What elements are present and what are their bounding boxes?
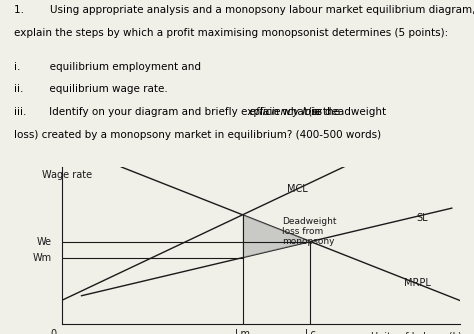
Text: (ie deadweight: (ie deadweight	[305, 107, 386, 117]
Text: ii.        equilibrium wage rate.: ii. equilibrium wage rate.	[14, 84, 168, 94]
Text: Units of Labour (L): Units of Labour (L)	[371, 332, 462, 334]
Text: loss) created by a monopsony market in equilibrium? (400-500 words): loss) created by a monopsony market in e…	[14, 130, 382, 140]
Text: Lc: Lc	[305, 329, 316, 334]
Polygon shape	[243, 215, 310, 258]
Text: Wage rate: Wage rate	[42, 170, 92, 180]
Text: Wm: Wm	[33, 253, 52, 263]
Text: iii.       Identify on your diagram and briefly explain what is the: iii. Identify on your diagram and briefl…	[14, 107, 344, 117]
Text: i.         equilibrium employment and: i. equilibrium employment and	[14, 62, 201, 72]
Text: efficiency loss: efficiency loss	[249, 107, 323, 117]
Text: explain the steps by which a profit maximising monopsonist determines (5 points): explain the steps by which a profit maxi…	[14, 28, 448, 38]
Text: MRPL: MRPL	[404, 279, 431, 289]
Text: SL: SL	[416, 212, 428, 222]
Text: We: We	[36, 236, 52, 246]
Text: 1.        Using appropriate analysis and a monopsony labour market equilibrium d: 1. Using appropriate analysis and a mono…	[14, 5, 474, 15]
Text: Lm: Lm	[235, 329, 250, 334]
Text: Deadweight
loss from
monopsony: Deadweight loss from monopsony	[283, 217, 337, 246]
Text: 0: 0	[51, 329, 57, 334]
Text: MCL: MCL	[287, 184, 307, 194]
